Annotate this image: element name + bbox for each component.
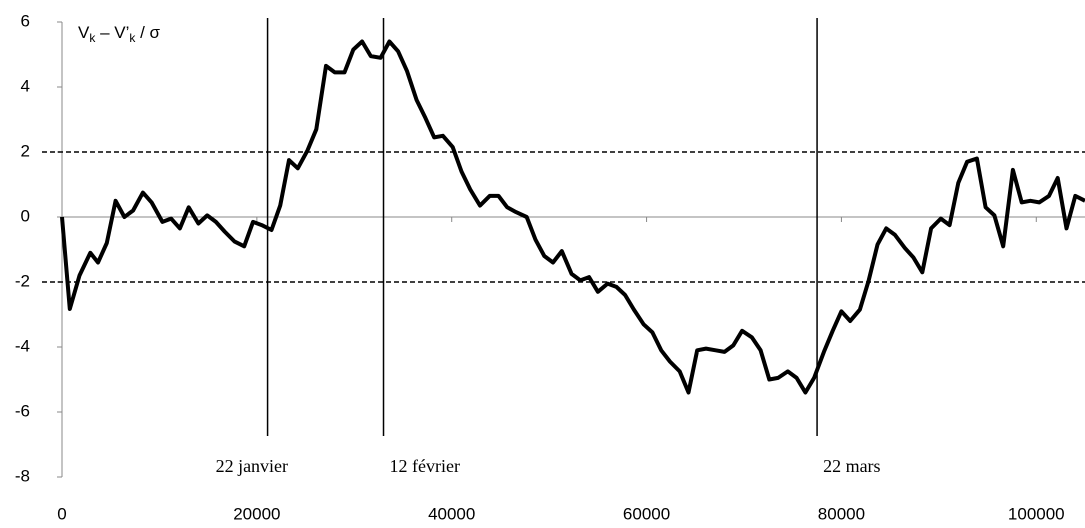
x-tick-label: 80000 bbox=[818, 504, 865, 523]
y-label-part: V bbox=[78, 23, 90, 42]
y-label-part: – V’ bbox=[95, 23, 129, 42]
y-label-part: k bbox=[129, 31, 136, 45]
data-line bbox=[60, 39, 1085, 395]
x-tick-label: 100000 bbox=[1008, 504, 1065, 523]
y-tick-label: 6 bbox=[21, 11, 30, 30]
y-tick-label: 2 bbox=[21, 141, 30, 160]
y-tick-label: 0 bbox=[21, 206, 30, 225]
event-label: 12 février bbox=[390, 456, 460, 476]
y-tick-label: -2 bbox=[15, 271, 30, 290]
y-tick-label: 4 bbox=[21, 76, 30, 95]
x-tick-label: 0 bbox=[57, 504, 66, 523]
x-tick-label: 40000 bbox=[428, 504, 475, 523]
y-tick-label: -8 bbox=[15, 466, 30, 485]
y-label-part: / σ bbox=[135, 23, 160, 42]
y-axis-label: Vk – V’k / σ bbox=[78, 23, 161, 45]
x-tick-label: 60000 bbox=[623, 504, 670, 523]
y-label-part: k bbox=[89, 31, 96, 45]
y-tick-label: -4 bbox=[15, 336, 30, 355]
y-tick-label: -6 bbox=[15, 401, 30, 420]
event-label: 22 mars bbox=[823, 456, 881, 476]
event-label: 22 janvier bbox=[216, 456, 288, 476]
x-tick-label: 20000 bbox=[233, 504, 280, 523]
